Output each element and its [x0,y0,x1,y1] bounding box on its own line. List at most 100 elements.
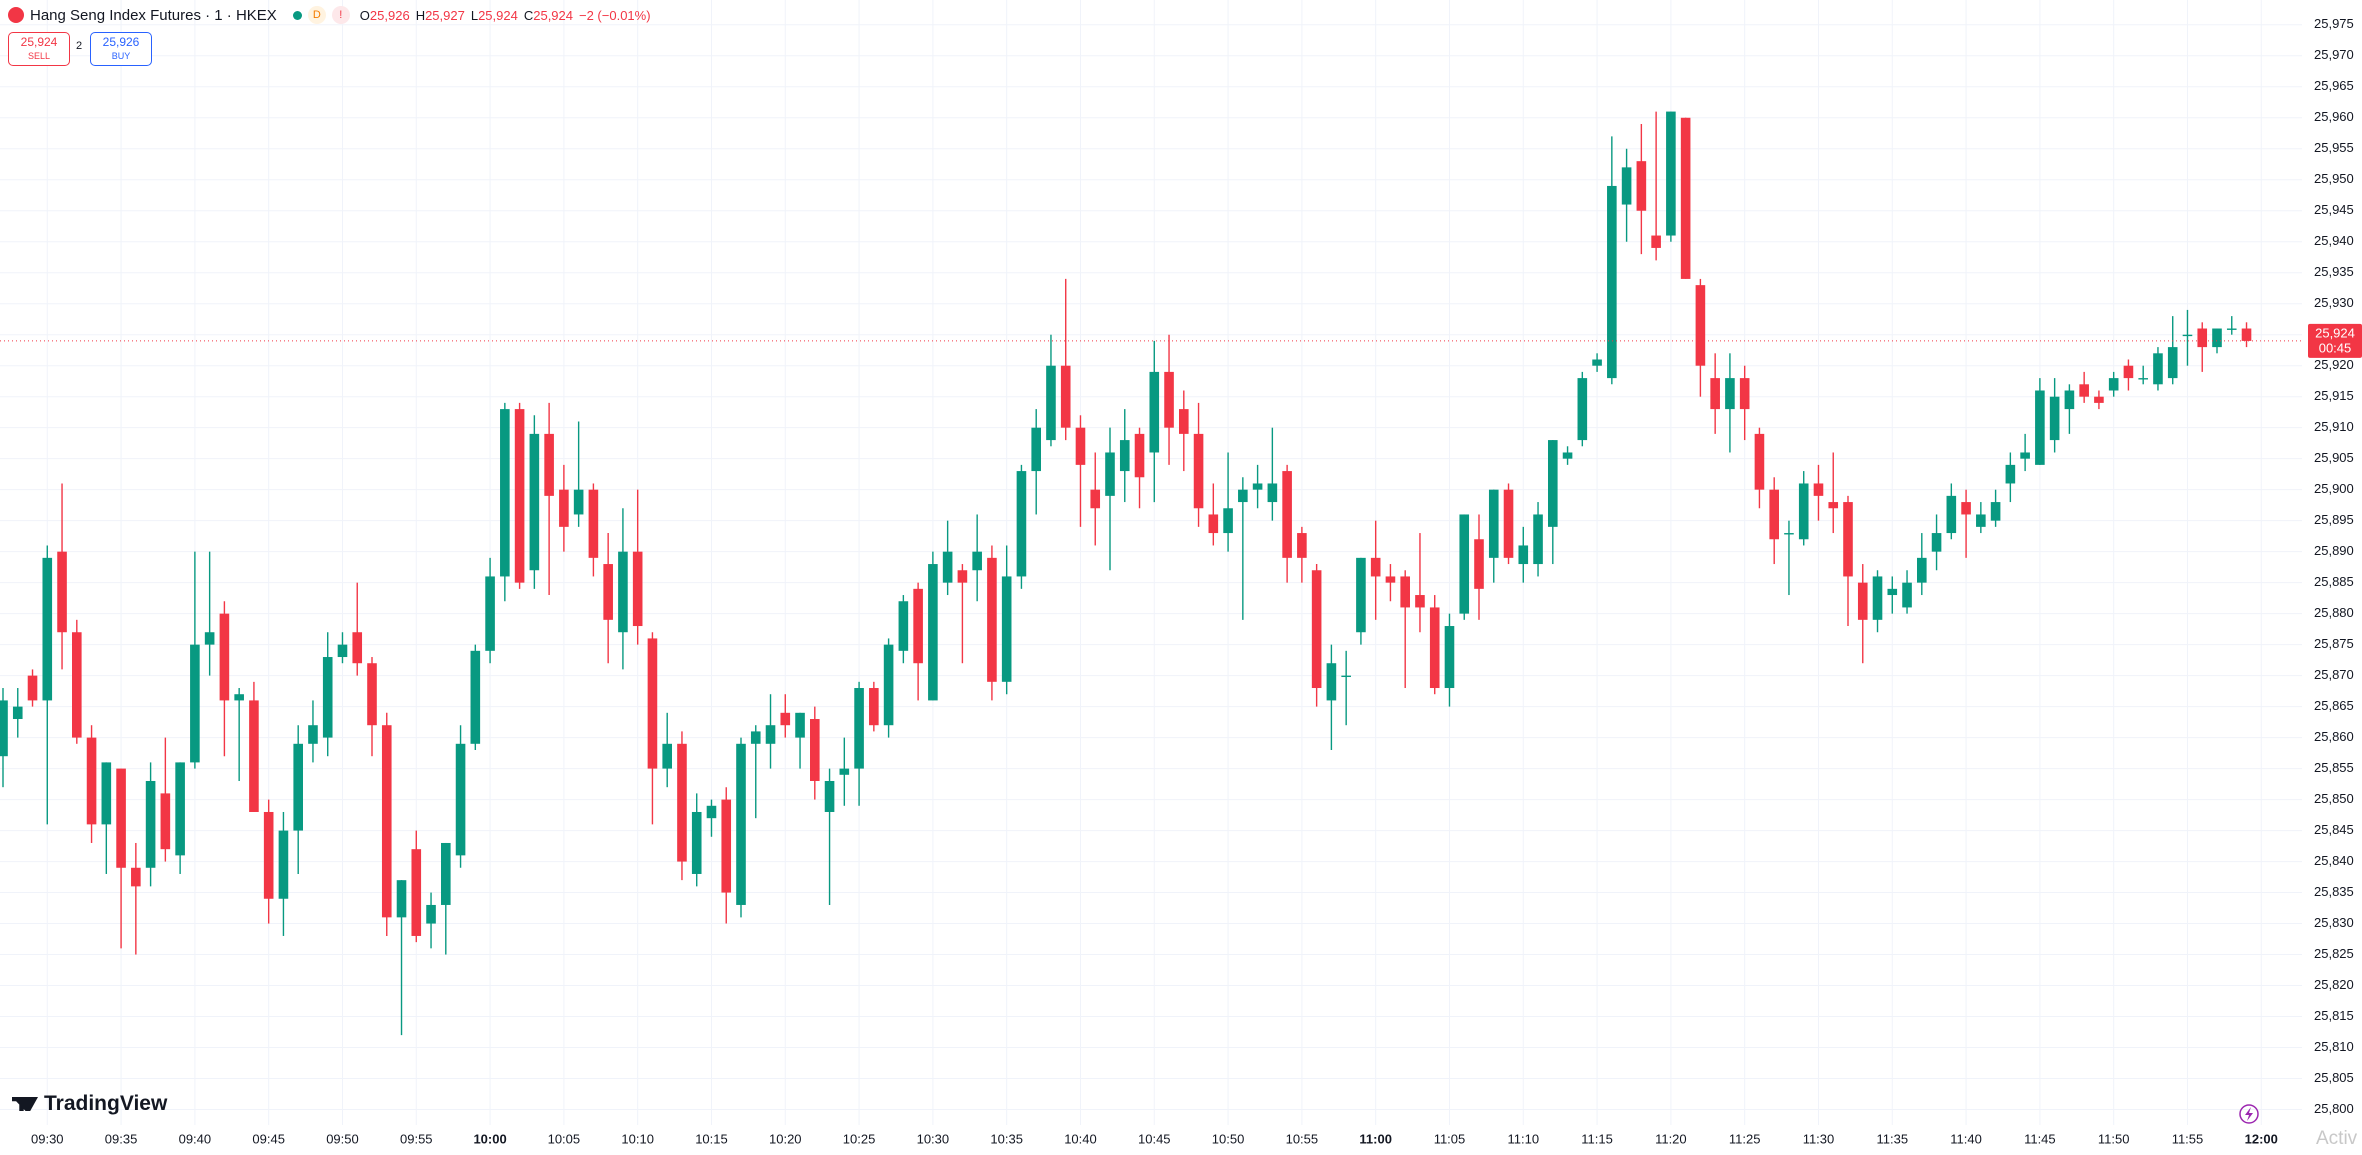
candle-body [455,743,466,856]
candle-body [426,904,436,924]
ohlc-legend: O25,926 H25,927 L25,924 C25,924 −2 (−0.01%) [360,8,657,23]
candle-body [1651,235,1661,248]
candle-body [1931,533,1942,552]
candle-body [2079,384,2089,397]
quick-action-glyph [2245,1107,2253,1121]
candle-body [1518,545,1529,565]
candle-body [263,811,274,899]
candle-body [1415,595,1425,608]
y-tick-label: 25,970 [2314,47,2354,62]
x-tick-label: 10:05 [548,1131,581,1146]
candle-body [1223,508,1233,534]
watermark: Activ [2316,1128,2358,1149]
x-tick-label: 11:20 [1655,1131,1687,1146]
candle-body [485,576,495,651]
candle-body [1887,588,1898,596]
buy-label: BUY [111,51,131,61]
x-tick-label: 09:50 [326,1131,359,1146]
candle-body [1105,452,1115,496]
candle-body [396,880,407,918]
candle-body [824,780,835,812]
badge[interactable]: ! [331,6,350,24]
sell-price: 25,924 [20,35,58,49]
y-tick-label: 25,955 [2314,140,2354,155]
candle-body [1149,371,1160,453]
candle-body [839,768,850,775]
candle-body [1533,514,1543,565]
candle-body [1798,483,1809,540]
candle-body [1769,489,1779,540]
y-tick-label: 25,855 [2314,760,2354,775]
candle-body [1917,557,1927,583]
legend-value: 25,927 [425,7,465,23]
x-tick-label: 09:55 [400,1131,433,1146]
candle-body [293,743,303,831]
candle-body [2226,328,2237,330]
x-tick-label: 10:00 [473,1131,506,1146]
x-tick-label: 09:30 [31,1131,64,1146]
candle-body [2049,396,2060,441]
x-tick-label: 10:15 [695,1131,728,1146]
candle-body [2138,378,2148,380]
symbol-title[interactable]: Hang Seng Index Futures · 1 · HKEX [30,6,277,24]
candle-body [1828,502,1839,509]
candle-body [1031,427,1041,472]
candle-body [942,551,953,583]
x-tick-label: 10:50 [1212,1131,1245,1146]
badge[interactable]: D [307,6,326,24]
legend-key: L [470,7,479,23]
candle-body [381,725,392,918]
candle-body [736,743,746,905]
x-tick-label: 10:40 [1064,1131,1097,1146]
candle-body [322,657,333,738]
candle-body [1164,371,1174,428]
x-tick-label: 11:45 [2024,1131,2056,1146]
sell-button[interactable]: 25,924 SELL [8,32,70,66]
y-tick-label: 25,905 [2314,450,2354,465]
candle-body [1252,483,1263,490]
y-tick-label: 25,860 [2314,729,2354,744]
candle-body [810,719,820,781]
branding[interactable]: TradingView [12,1092,167,1116]
candle-body [131,867,141,887]
candle-body [86,737,97,825]
x-tick-label: 09:40 [179,1131,212,1146]
y-tick-label: 25,880 [2314,605,2354,620]
x-tick-label: 10:35 [990,1131,1023,1146]
candle-body [470,650,481,744]
x-tick-label: 12:00 [2245,1131,2278,1146]
candle-body [603,564,613,620]
candle-body [1208,514,1219,534]
candle-body [1976,514,1986,527]
candle-body [2153,353,2163,385]
candle-body [1636,161,1647,211]
y-tick-label: 25,840 [2314,853,2354,868]
candle-body [2020,452,2030,459]
candle-body [1429,607,1440,689]
candle-body [2241,328,2252,341]
candle-body [441,842,451,905]
candle-body [190,644,200,763]
y-tick-label: 25,950 [2314,171,2354,186]
candle-body [1621,167,1632,205]
y-tick-label: 25,940 [2314,233,2354,248]
candle-body [116,768,126,868]
y-tick-label: 25,935 [2314,264,2354,279]
candle-body [1695,285,1706,366]
candle-body [1060,365,1071,428]
x-tick-label: 10:10 [621,1131,654,1146]
y-tick-label: 25,870 [2314,667,2354,682]
y-tick-label: 25,920 [2314,357,2354,372]
candle-body [1488,489,1499,558]
legend-header: Hang Seng Index Futures · 1 · HKEX D ! O… [8,6,657,24]
candle-body [1459,514,1470,614]
quick-action-icon [2239,1104,2259,1124]
candle-body [647,638,658,769]
candle-body [765,725,776,744]
x-tick-label: 11:25 [1729,1131,1761,1146]
candle-body [367,663,377,726]
buy-button[interactable]: 25,926 BUY [90,32,152,66]
x-tick-label: 11:30 [1803,1131,1835,1146]
legend-key: C [523,7,534,23]
y-tick-label: 25,805 [2314,1070,2354,1085]
